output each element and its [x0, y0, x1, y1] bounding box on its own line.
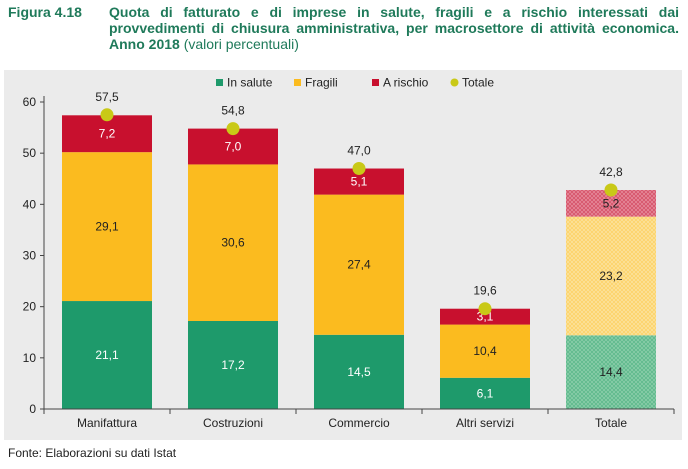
bar-segment — [314, 334, 404, 409]
bar-segment — [440, 377, 530, 409]
total-marker — [100, 108, 114, 122]
bar-segment — [566, 335, 656, 409]
legend-swatch — [450, 78, 459, 87]
bar-value-label: 17,2 — [221, 358, 245, 372]
legend-label: In salute — [227, 76, 273, 90]
total-markers: 57,5 54,8 47,0 19,6 42,8 — [95, 90, 623, 316]
y-tick-label: 10 — [23, 351, 37, 365]
bar-value-label: 7,0 — [225, 140, 242, 154]
x-category-label: Altri servizi — [456, 416, 514, 430]
x-axis: Manifattura Costruzioni Commercio Altri ser… — [43, 408, 675, 430]
y-tick-label: 20 — [23, 300, 37, 314]
bar-value-label: 7,2 — [99, 127, 116, 141]
bar-segment — [440, 308, 530, 325]
bar-value-label: 30,6 — [221, 236, 245, 250]
figure-subtitle: (valori percentuali) — [183, 36, 299, 52]
total-marker — [226, 122, 240, 136]
x-category-label: Manifattura — [77, 416, 137, 430]
bar-value-label: 5,1 — [351, 175, 368, 189]
bars — [62, 115, 656, 409]
bar-value-label: 5,2 — [603, 196, 620, 210]
y-tick-label: 50 — [23, 146, 37, 160]
bar-value-label: 27,4 — [347, 258, 371, 272]
y-tick-label: 40 — [23, 197, 37, 211]
y-tick-label: 30 — [23, 249, 37, 263]
figure-label: Figura 4.18 — [8, 4, 82, 20]
total-value-label: 47,0 — [347, 144, 371, 158]
legend-label: Totale — [462, 76, 494, 90]
total-marker — [604, 183, 618, 197]
bar-segment — [188, 164, 278, 321]
bar-segment — [62, 115, 152, 153]
bar-value-label: 21,1 — [95, 348, 119, 362]
bar-segment — [62, 301, 152, 409]
legend-swatch — [294, 79, 301, 86]
chart-area: In salute Fragili A rischio Totale 0 10 20 30 4… — [4, 70, 682, 440]
total-value-label: 42,8 — [599, 165, 623, 179]
x-category-label: Totale — [595, 416, 627, 430]
legend-label: A rischio — [383, 76, 429, 90]
total-value-label: 19,6 — [473, 284, 497, 298]
chart-legend: In salute Fragili A rischio Totale — [216, 76, 494, 90]
bar-value-label: 14,4 — [599, 365, 623, 379]
bar-segment — [188, 320, 278, 409]
figure-title: Quota di fatturato e di imprese in salut… — [109, 4, 679, 52]
figure-title-text: Quota di fatturato e di imprese in salut… — [109, 4, 679, 52]
total-value-label: 57,5 — [95, 90, 119, 104]
source-note: Fonte: Elaborazioni su dati Istat — [8, 446, 177, 460]
bar-segment — [566, 216, 656, 336]
legend-swatch — [372, 79, 379, 86]
bar-segment — [440, 324, 530, 378]
total-value-label: 54,8 — [221, 104, 245, 118]
bar-segment — [314, 194, 404, 335]
total-marker — [478, 302, 492, 316]
legend-label: Fragili — [305, 76, 338, 90]
bar-labels: 21,1 29,1 7,2 17,2 30,6 7,0 14,5 27,4 5,1 6,1 10,4… — [95, 127, 623, 401]
y-axis: 0 10 20 30 40 50 60 — [23, 95, 45, 416]
bar-value-label: 10,4 — [473, 344, 497, 358]
x-category-label: Costruzioni — [203, 416, 263, 430]
bar-value-label: 29,1 — [95, 220, 119, 234]
y-tick-label: 0 — [29, 402, 36, 416]
bar-value-label: 6,1 — [477, 386, 494, 400]
y-tick-label: 60 — [23, 95, 37, 109]
legend-swatch — [216, 79, 223, 86]
x-category-label: Commercio — [328, 416, 390, 430]
bar-value-label: 14,5 — [347, 365, 371, 379]
stacked-bar-chart: In salute Fragili A rischio Totale 0 10 20 30 4… — [23, 76, 675, 430]
bar-segment — [62, 152, 152, 302]
total-marker — [352, 162, 366, 176]
bar-value-label: 23,2 — [599, 269, 623, 283]
